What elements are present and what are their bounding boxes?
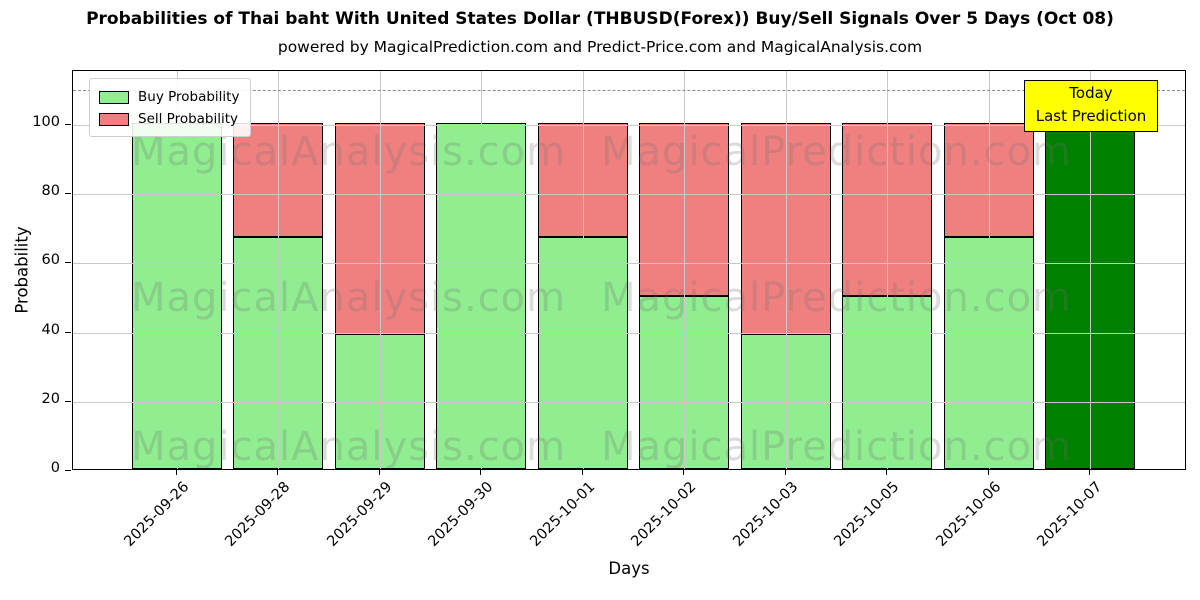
x-tick-label: 2025-09-26 — [121, 479, 193, 550]
x-tick-mark — [1088, 470, 1090, 475]
x-tick-label: 2025-10-06 — [932, 479, 1004, 550]
v-gridline — [582, 71, 584, 469]
watermark-text: MagicalPrediction.com — [601, 424, 1072, 470]
watermark-text: MagicalPrediction.com — [601, 275, 1072, 321]
x-tick-mark — [176, 470, 177, 475]
h-gridline — [73, 124, 1185, 126]
x-tick-label: 2025-10-01 — [527, 479, 599, 550]
x-tick-mark — [683, 470, 685, 475]
x-axis-label: Days — [608, 559, 650, 578]
y-tick-label: 80 — [41, 183, 60, 200]
v-gridline — [684, 71, 686, 469]
x-tick-mark — [886, 470, 888, 475]
today-annotation: Today Last Prediction — [1024, 80, 1158, 132]
y-tick-mark — [65, 262, 71, 264]
chart-title: Probabilities of Thai baht With United S… — [86, 9, 1114, 29]
chart-subtitle: powered by MagicalPrediction.com and Pre… — [277, 38, 923, 56]
h-gridline — [73, 332, 1185, 334]
watermark-text: MagicalPrediction.com — [601, 129, 1072, 175]
watermark-text: MagicalAnalysis.com — [131, 129, 567, 175]
y-tick-label: 0 — [50, 460, 60, 476]
watermark-text: MagicalAnalysis.com — [131, 424, 567, 470]
v-gridline — [785, 71, 787, 469]
v-gridline — [278, 71, 280, 469]
legend-label: Buy Probability — [138, 89, 240, 105]
v-gridline — [177, 71, 178, 469]
legend: Buy Probability Sell Probability — [89, 78, 252, 137]
x-tick-label: 2025-10-07 — [1034, 479, 1106, 550]
y-tick-label: 40 — [41, 321, 60, 338]
today-annotation-line1: Today — [1069, 84, 1113, 102]
x-tick-mark — [277, 470, 279, 475]
legend-swatch — [99, 90, 129, 104]
x-tick-label: 2025-10-02 — [628, 479, 700, 550]
legend-row: Buy Probability — [99, 86, 239, 108]
h-gridline — [73, 401, 1185, 403]
x-tick-label: 2025-10-05 — [831, 479, 903, 550]
v-gridline — [887, 71, 889, 469]
y-tick-mark — [65, 470, 71, 471]
v-gridline — [988, 71, 990, 469]
x-tick-mark — [480, 470, 482, 475]
y-tick-mark — [65, 400, 71, 402]
y-tick-mark — [65, 123, 71, 125]
x-tick-mark — [987, 470, 989, 475]
y-tick-label: 100 — [32, 113, 60, 130]
legend-swatch — [99, 112, 129, 126]
legend-label: Sell Probability — [138, 111, 239, 127]
x-tick-mark — [784, 470, 786, 475]
x-tick-label: 2025-09-29 — [324, 479, 396, 550]
upper-dashed-line — [73, 90, 1185, 92]
y-tick-label: 20 — [41, 390, 60, 407]
y-tick-mark — [65, 193, 71, 195]
v-gridline — [1089, 71, 1091, 469]
x-tick-mark — [581, 470, 583, 475]
plot-area: Buy Probability Sell Probability Today La… — [72, 70, 1186, 470]
x-tick-label: 2025-09-30 — [425, 479, 497, 550]
y-tick-mark — [65, 331, 71, 333]
y-tick-label: 60 — [41, 252, 60, 269]
x-tick-label: 2025-09-28 — [222, 479, 294, 550]
x-tick-label: 2025-10-03 — [730, 479, 801, 550]
h-gridline — [73, 194, 1185, 196]
v-gridline — [379, 71, 381, 469]
y-axis-label: Probability — [12, 226, 32, 314]
v-gridline — [481, 71, 483, 469]
watermark-text: MagicalAnalysis.com — [131, 275, 567, 321]
h-gridline — [73, 263, 1185, 265]
legend-row: Sell Probability — [99, 108, 239, 130]
today-annotation-line2: Last Prediction — [1035, 107, 1147, 126]
x-tick-mark — [378, 470, 380, 475]
